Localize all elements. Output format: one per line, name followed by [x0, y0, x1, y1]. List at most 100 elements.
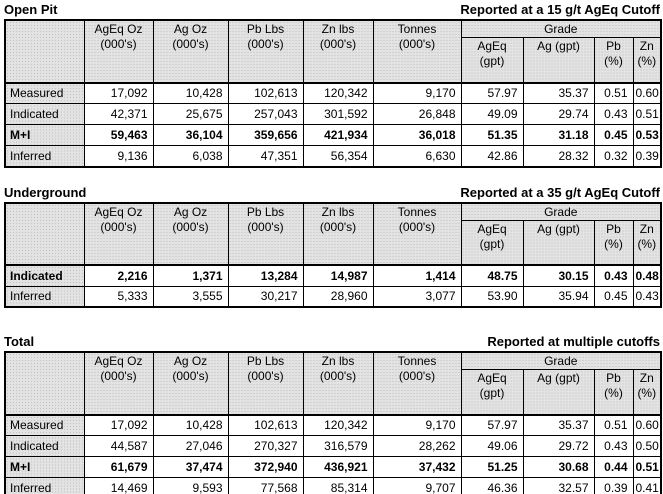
- col-header-line2: (000's): [398, 37, 436, 51]
- cell-zn-lbs: 301,592: [302, 103, 374, 125]
- cell-tonnes: 26,848: [372, 103, 462, 125]
- col-header-line2: (000's): [247, 37, 284, 51]
- cell-zn-lbs: 28,960: [302, 285, 374, 308]
- col-header-zn-lbs: Zn lbs (000's): [302, 19, 374, 83]
- col-header-line1: Pb Lbs: [246, 204, 285, 219]
- col-header-line1: AgEq Oz: [94, 354, 143, 368]
- cell-ageq-oz: 59,463: [83, 124, 154, 146]
- cell-ageq-gpt: 51.25: [460, 456, 524, 478]
- col-header-line1: Zn lbs: [321, 22, 355, 36]
- cell-ag-gpt: 35.37: [522, 82, 595, 104]
- cell-zn-lbs: 120,342: [302, 414, 374, 436]
- cell-zn-pct: 0.51: [632, 103, 662, 125]
- cell-tonnes: 37,432: [372, 456, 462, 478]
- cell-ag-oz: 3,555: [152, 285, 229, 308]
- section-title-line: Underground Reported at a 35 g/t AgEq Cut…: [4, 185, 660, 200]
- cell-zn-pct: 0.39: [632, 145, 662, 167]
- col-header-tonnes: Tonnes (000's): [372, 351, 462, 415]
- col-header-ageq-oz: AgEq Oz (000's): [83, 202, 154, 266]
- cell-ag-oz: 6,038: [152, 145, 229, 167]
- cell-zn-lbs: 14,987: [302, 264, 374, 287]
- col-header-line1: Zn lbs: [321, 354, 355, 368]
- cell-ag-gpt: 30.68: [522, 456, 595, 478]
- table-row-indicated: Indicated 44,587 27,046 270,327 316,579 28,26…: [4, 435, 662, 457]
- table-row-inferred: Inferred 14,469 9,593 77,568 85,314 9,707 46.3…: [4, 477, 662, 494]
- cutoff-note-total: Reported at multiple cutoffs: [487, 334, 660, 349]
- table-row-inferred: Inferred 5,333 3,555 30,217 28,960 3,077 53.90…: [4, 285, 662, 308]
- col-header-line1: Ag (gpt): [537, 221, 580, 236]
- col-header-tonnes: Tonnes (000's): [372, 202, 462, 266]
- col-header-line2: (000's): [100, 369, 137, 383]
- cell-ageq-gpt: 49.06: [460, 435, 524, 457]
- row-label: Measured: [4, 414, 85, 436]
- row-label: Indicated: [4, 264, 85, 287]
- col-header-line1: Pb Lbs: [246, 354, 285, 368]
- resource-table-underground: AgEq Oz (000's) Ag Oz (000's) Pb Lbs (000's) Z…: [4, 201, 663, 308]
- grade-group-header: Grade: [460, 19, 662, 38]
- resource-table-open-pit: AgEq Oz (000's) Ag Oz (000's) Pb Lbs (000's) Z…: [4, 19, 663, 168]
- cell-pb-pct: 0.43: [593, 264, 634, 287]
- col-header-zn-lbs: Zn lbs (000's): [302, 351, 374, 415]
- cell-ag-oz: 10,428: [152, 82, 229, 104]
- cell-ageq-gpt: 57.97: [460, 82, 524, 104]
- cell-pb-lbs: 372,940: [227, 456, 304, 478]
- row-label: Inferred: [4, 145, 85, 167]
- cell-tonnes: 9,170: [372, 82, 462, 104]
- col-header-ag-oz: Ag Oz (000's): [152, 351, 229, 415]
- col-header-line2: (000's): [100, 219, 137, 234]
- col-header-zn-pct: Zn (%): [632, 369, 662, 415]
- cell-ageq-gpt: 48.75: [460, 264, 524, 287]
- cell-zn-lbs: 421,934: [302, 124, 374, 146]
- col-header-line1: AgEq Oz: [94, 204, 143, 219]
- col-header-ag-gpt: Ag (gpt): [522, 219, 595, 266]
- col-header-line2: (%): [637, 386, 657, 400]
- cell-ag-oz: 37,474: [152, 456, 229, 478]
- table-row-measured: Measured 17,092 10,428 102,613 120,342 9,170 5…: [4, 414, 662, 436]
- row-label: Inferred: [4, 477, 85, 494]
- col-header-line2: (000's): [398, 219, 436, 234]
- col-header-line1: AgEq: [477, 39, 507, 53]
- cell-ag-gpt: 28.32: [522, 145, 595, 167]
- cell-zn-pct: 0.51: [632, 456, 662, 478]
- cell-zn-pct: 0.41: [632, 477, 662, 494]
- table-row-inferred: Inferred 9,136 6,038 47,351 56,354 6,630 42.86…: [4, 145, 662, 167]
- col-header-ag-oz: Ag Oz (000's): [152, 19, 229, 83]
- cell-pb-pct: 0.51: [593, 414, 634, 436]
- col-header-line1: Ag Oz: [173, 22, 208, 36]
- cell-tonnes: 6,630: [372, 145, 462, 167]
- col-header-ageq-oz: AgEq Oz (000's): [83, 19, 154, 83]
- col-header-line1: AgEq: [477, 371, 507, 385]
- col-header-line2: (000's): [172, 369, 209, 383]
- col-header-line2: (%): [637, 54, 657, 68]
- col-header-line1: Zn lbs: [321, 204, 355, 219]
- col-header-ag-oz: Ag Oz (000's): [152, 202, 229, 266]
- table-title-total: Total: [4, 334, 35, 349]
- cell-ageq-gpt: 46.36: [460, 477, 524, 494]
- cell-tonnes: 36,018: [372, 124, 462, 146]
- col-header-line2: (gpt): [479, 236, 505, 251]
- cutoff-note-underground: Reported at a 35 g/t AgEq Cutoff: [460, 184, 660, 200]
- col-header-line2: (000's): [247, 219, 284, 234]
- cell-ag-gpt: 32.57: [522, 477, 595, 494]
- row-label: Inferred: [4, 285, 85, 308]
- col-header-line2: (%): [604, 386, 623, 400]
- cell-pb-pct: 0.43: [593, 103, 634, 125]
- col-header-line2: (%): [604, 54, 623, 68]
- table-title-open-pit: Open Pit: [4, 2, 58, 17]
- cell-ageq-gpt: 51.35: [460, 124, 524, 146]
- cell-pb-lbs: 47,351: [227, 145, 304, 167]
- cell-ag-oz: 9,593: [152, 477, 229, 494]
- col-header-line2: (gpt): [479, 54, 505, 68]
- cell-zn-pct: 0.60: [632, 82, 662, 104]
- col-header-pb-lbs: Pb Lbs (000's): [227, 351, 304, 415]
- cell-pb-lbs: 102,613: [227, 82, 304, 104]
- resource-section-open-pit: Open Pit Reported at a 15 g/t AgEq Cutoff…: [4, 2, 663, 168]
- table-row-m-i: M+I 59,463 36,104 359,656 421,934 36,018 51.35…: [4, 124, 662, 146]
- resource-table-total: AgEq Oz (000's) Ag Oz (000's) Pb Lbs (000's) Z…: [4, 351, 663, 494]
- col-header-pb-pct: Pb (%): [593, 219, 634, 266]
- cell-zn-lbs: 120,342: [302, 82, 374, 104]
- cell-ageq-oz: 42,371: [83, 103, 154, 125]
- cell-zn-pct: 0.60: [632, 414, 662, 436]
- col-header-line1: Tonnes: [397, 204, 437, 219]
